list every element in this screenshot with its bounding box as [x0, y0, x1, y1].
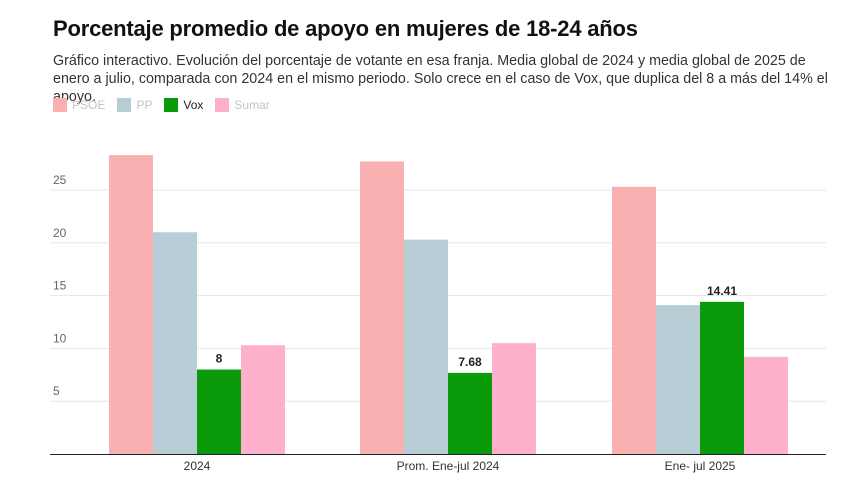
chart-title: Porcentaje promedio de apoyo en mujeres …: [53, 16, 638, 41]
data-label: 8: [216, 352, 223, 366]
x-tick-label: Prom. Ene-jul 2024: [397, 459, 500, 473]
legend-item-psoe[interactable]: PSOE: [53, 98, 105, 112]
legend-swatch-sumar: [215, 98, 230, 112]
bar-sumar-0: [241, 345, 285, 454]
x-tick-label: Ene- jul 2025: [665, 459, 736, 473]
bar-vox-0: [197, 369, 241, 454]
bar-psoe-2: [612, 186, 656, 454]
legend-label-vox: Vox: [183, 98, 204, 112]
legend-label-psoe: PSOE: [72, 98, 106, 112]
chart-subtitle: Gráfico interactivo. Evolución del porce…: [53, 53, 828, 105]
y-tick-label: 20: [53, 226, 67, 240]
bar-pp-2: [656, 305, 700, 454]
bar-psoe-1: [360, 161, 404, 454]
data-label: 7.68: [458, 355, 482, 369]
legend-item-sumar[interactable]: Sumar: [215, 98, 270, 112]
legend: PSOE PP Vox Sumar: [53, 98, 282, 112]
bar-pp-1: [404, 239, 448, 454]
legend-swatch-pp: [117, 98, 132, 112]
bar-vox-1: [448, 372, 492, 454]
data-label: 14.41: [707, 284, 737, 298]
bar-sumar-1: [492, 343, 536, 454]
legend-label-sumar: Sumar: [234, 98, 270, 112]
legend-label-pp: PP: [136, 98, 153, 112]
y-tick-label: 10: [53, 331, 67, 345]
x-tick-label: 2024: [184, 459, 211, 473]
legend-item-pp[interactable]: PP: [117, 98, 152, 112]
bar-pp-0: [153, 232, 197, 454]
bar-sumar-2: [744, 356, 788, 454]
legend-swatch-psoe: [53, 98, 67, 112]
legend-item-vox[interactable]: Vox: [164, 98, 203, 112]
bar-psoe-0: [109, 155, 153, 455]
y-tick-label: 15: [53, 279, 67, 293]
y-tick-label: 25: [53, 173, 67, 187]
bar-vox-2: [700, 301, 744, 454]
legend-swatch-vox: [164, 98, 179, 112]
y-tick-label: 5: [53, 384, 60, 398]
